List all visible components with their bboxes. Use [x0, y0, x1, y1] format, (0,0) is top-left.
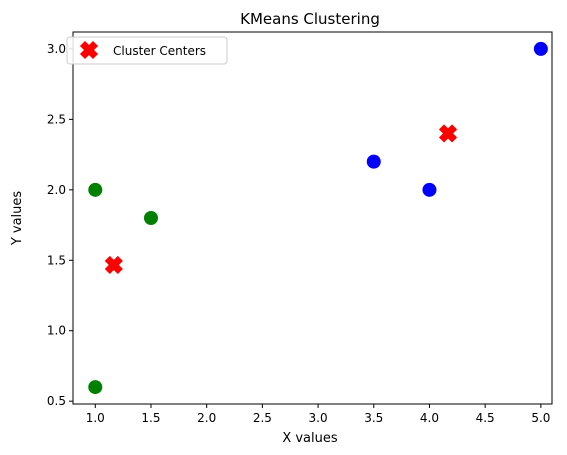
legend-cluster-centers-marker [79, 40, 99, 60]
plot-frame [72, 31, 553, 405]
y-tick-label: 2.0 [47, 183, 66, 197]
points-layer [88, 41, 548, 395]
chart-title: KMeans Clustering [240, 10, 380, 28]
legend-x-marker [79, 40, 99, 60]
data-point [533, 41, 548, 56]
y-tick-label: 3.0 [47, 42, 66, 56]
y-tick-label: 1.5 [47, 253, 66, 267]
x-tick-label: 2.0 [197, 411, 216, 425]
x-tick-label: 3.0 [309, 411, 328, 425]
x-tick-label: 1.0 [86, 411, 105, 425]
x-tick-label: 4.0 [420, 411, 439, 425]
y-tick-label: 1.0 [47, 324, 66, 338]
y-axis-label: Y values [10, 191, 25, 247]
centers-layer [104, 124, 458, 275]
x-tick-label: 5.0 [531, 411, 550, 425]
x-axis: 1.0 1.5 2.0 2.5 3.0 3.5 4.0 4.5 5.0 [86, 404, 550, 425]
data-point [143, 211, 158, 225]
legend: Cluster Centers [66, 36, 228, 65]
cluster-center-marker [104, 255, 123, 275]
cluster-center-marker [438, 124, 458, 143]
x-axis-label: X values [282, 431, 338, 446]
x-tick-label: 1.5 [141, 411, 160, 425]
y-axis: 0.5 1.0 1.5 2.0 2.5 3.0 [47, 42, 73, 408]
legend-cluster-centers-label: Cluster Centers [113, 44, 206, 58]
x-tick-label: 4.5 [476, 411, 495, 425]
legend-box [66, 36, 228, 65]
data-point [366, 154, 381, 169]
x-tick-label: 2.5 [253, 411, 272, 425]
y-tick-label: 0.5 [47, 394, 66, 408]
y-tick-label: 2.5 [47, 112, 66, 126]
data-point [88, 380, 103, 395]
x-tick-label: 3.5 [364, 411, 383, 425]
data-point [88, 182, 103, 197]
data-point [422, 182, 437, 197]
